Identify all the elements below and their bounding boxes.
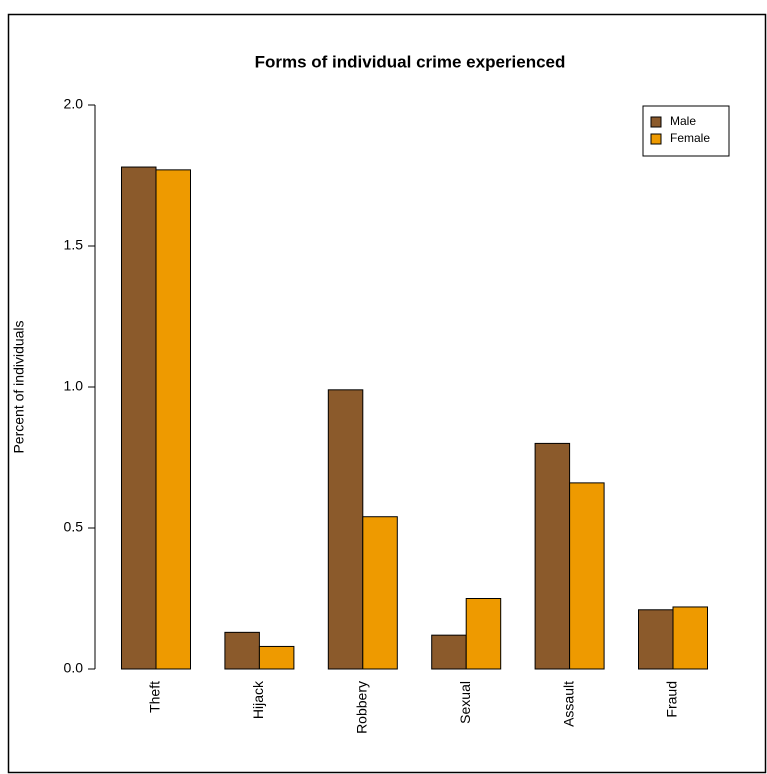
y-axis-label: Percent of individuals [11,320,27,453]
chart-title: Forms of individual crime experienced [255,52,566,71]
y-tick-label: 1.5 [64,237,84,253]
x-tick-label: Assault [560,681,576,727]
bar [258,645,295,670]
bar [121,166,157,670]
legend-swatch [650,116,662,128]
y-tick-label: 0.0 [64,660,84,676]
y-tick-label: 1.0 [64,378,84,394]
bar [534,442,571,670]
bar [465,598,502,670]
x-tick-label: Fraud [664,681,680,718]
legend-label: Male [670,114,696,128]
x-tick-label: Robbery [354,681,370,734]
bar [638,609,674,670]
bar [362,516,398,670]
frame [7,13,767,774]
bar [569,482,605,670]
x-tick-label: Sexual [457,681,473,724]
bar [155,169,191,670]
bar [327,389,364,670]
y-tick-label: 2.0 [64,96,84,112]
x-tick-label: Hijack [250,680,266,719]
bar [224,631,260,670]
legend-box [642,105,730,157]
legend-label: Female [670,131,710,145]
bar [672,606,708,670]
legend-swatch [650,133,662,145]
bar [431,634,467,670]
x-tick-label: Theft [147,681,163,713]
y-tick-label: 0.5 [64,519,84,535]
